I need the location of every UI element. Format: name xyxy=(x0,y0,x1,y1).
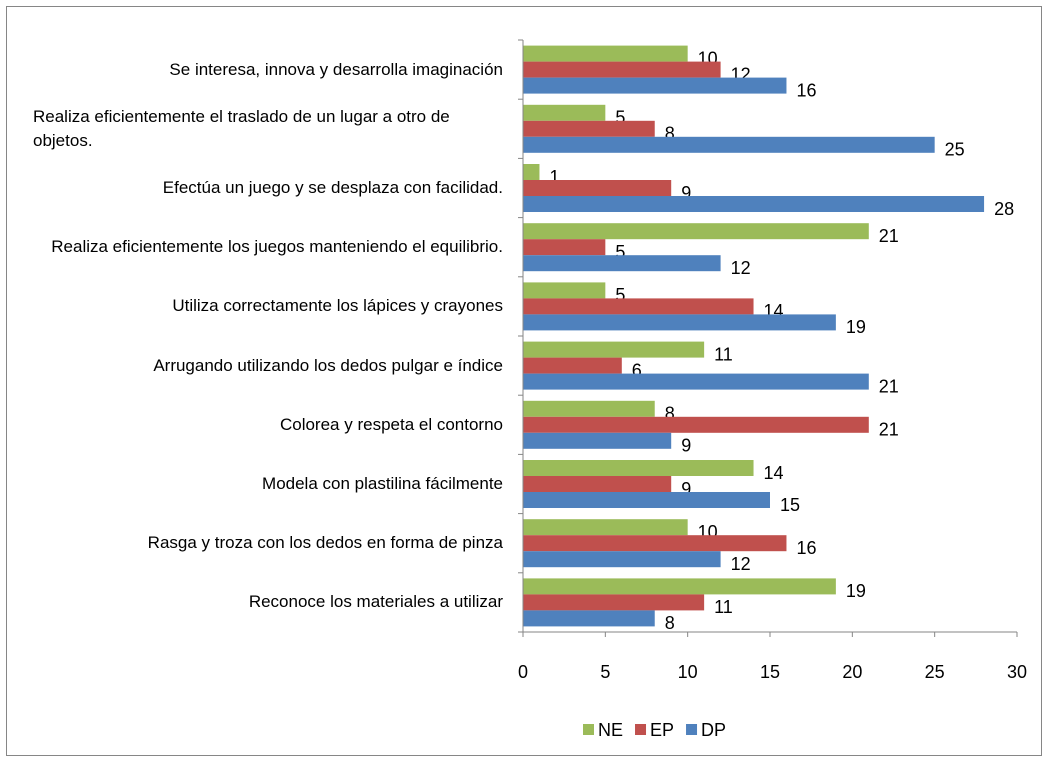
x-tick-label: 0 xyxy=(518,662,528,682)
data-label: 28 xyxy=(994,199,1014,219)
x-tick-label: 20 xyxy=(842,662,862,682)
x-tick-label: 10 xyxy=(678,662,698,682)
data-label: 11 xyxy=(714,597,733,617)
data-label: 12 xyxy=(731,258,751,278)
y-tick-text: Realiza eficientemente el traslado de un… xyxy=(33,106,450,150)
data-label: 16 xyxy=(796,80,816,100)
x-tick-label: 5 xyxy=(600,662,610,682)
bar xyxy=(523,492,770,508)
data-label: 5 xyxy=(615,285,625,305)
bar xyxy=(523,373,869,390)
legend-swatch xyxy=(635,724,647,735)
data-label: 15 xyxy=(780,495,800,515)
data-label: 5 xyxy=(615,242,625,262)
chart-border xyxy=(6,6,1042,756)
legend-label: EP xyxy=(650,720,674,740)
bar xyxy=(523,535,787,552)
y-tick-label: Colorea y respeta el contorno xyxy=(33,413,503,437)
y-tick-label: Se interesa, innova y desarrolla imagina… xyxy=(33,58,503,82)
data-label: 1 xyxy=(549,167,559,187)
bar xyxy=(523,120,655,137)
bar xyxy=(523,314,836,331)
data-label: 21 xyxy=(879,376,899,396)
data-label: 9 xyxy=(681,479,691,499)
y-tick-label: Arrugando utilizando los dedos pulgar e … xyxy=(33,354,503,378)
legend-label: NE xyxy=(598,720,623,740)
bar xyxy=(523,357,622,374)
bar xyxy=(523,416,869,433)
y-tick-text: Rasga y troza con los dedos en forma de … xyxy=(147,533,503,553)
data-label: 19 xyxy=(846,581,866,601)
bar xyxy=(523,298,754,315)
bar xyxy=(523,282,606,299)
bar xyxy=(523,594,705,611)
bar xyxy=(523,61,721,78)
data-label: 21 xyxy=(879,226,899,246)
bar xyxy=(523,400,655,417)
bar xyxy=(523,104,606,121)
data-label: 19 xyxy=(846,317,866,337)
data-label: 8 xyxy=(665,404,675,424)
y-tick-label: Realiza eficientemente el traslado de un… xyxy=(33,105,503,153)
y-tick-label: Modela con plastilina fácilmente xyxy=(33,472,503,496)
bar xyxy=(523,519,688,536)
bar xyxy=(523,255,721,272)
bar xyxy=(523,476,672,492)
y-tick-text: Modela con plastilina fácilmente xyxy=(262,474,503,493)
bar xyxy=(523,196,985,212)
bar xyxy=(523,578,836,595)
x-tick-label: 15 xyxy=(760,662,780,682)
bar xyxy=(523,180,672,196)
data-label: 14 xyxy=(764,463,784,483)
data-label: 9 xyxy=(681,436,691,456)
y-tick-text: Colorea y respeta el contorno xyxy=(279,414,503,434)
data-label: 9 xyxy=(681,183,691,203)
bar xyxy=(523,45,688,62)
x-tick-label: 30 xyxy=(1007,662,1027,682)
data-label: 21 xyxy=(879,420,899,440)
data-label: 11 xyxy=(714,344,733,364)
y-tick-text: Reconoce los materiales a utilizar xyxy=(248,592,503,612)
y-tick-text: Arrugando utilizando los dedos pulgar e … xyxy=(153,355,503,375)
bar xyxy=(523,164,540,180)
y-tick-label: Reconoce los materiales a utilizar xyxy=(33,590,503,614)
y-tick-label: Realiza eficientemente los juegos manten… xyxy=(33,235,503,259)
y-tick-text: Se interesa, innova y desarrolla imagina… xyxy=(169,59,503,79)
bar xyxy=(523,136,935,153)
legend-swatch xyxy=(686,724,698,735)
y-tick-label: Rasga y troza con los dedos en forma de … xyxy=(33,531,503,555)
legend-swatch xyxy=(583,724,594,735)
y-tick-text: Utiliza correctamente los lápices y cray… xyxy=(172,296,503,316)
bar xyxy=(523,460,754,476)
y-tick-text: Efectúa un juego y se desplaza con facil… xyxy=(162,178,503,197)
bar xyxy=(523,223,869,240)
data-label: 5 xyxy=(615,108,625,128)
y-tick-label: Utiliza correctamente los lápices y cray… xyxy=(33,294,503,318)
data-label: 8 xyxy=(665,124,675,144)
y-tick-label: Efectúa un juego y se desplaza con facil… xyxy=(33,176,503,200)
bar xyxy=(523,610,655,627)
data-label: 16 xyxy=(796,538,816,558)
bar xyxy=(523,432,672,449)
y-tick-text: Realiza eficientemente los juegos manten… xyxy=(51,237,503,257)
bar xyxy=(523,341,705,358)
bar xyxy=(523,77,787,94)
x-tick-label: 25 xyxy=(925,662,945,682)
data-label: 8 xyxy=(665,613,675,633)
bar xyxy=(523,551,721,568)
bar xyxy=(523,239,606,256)
legend-label: DP xyxy=(701,720,726,740)
data-label: 12 xyxy=(731,554,751,574)
data-label: 25 xyxy=(945,140,965,160)
data-label: 6 xyxy=(632,360,642,380)
